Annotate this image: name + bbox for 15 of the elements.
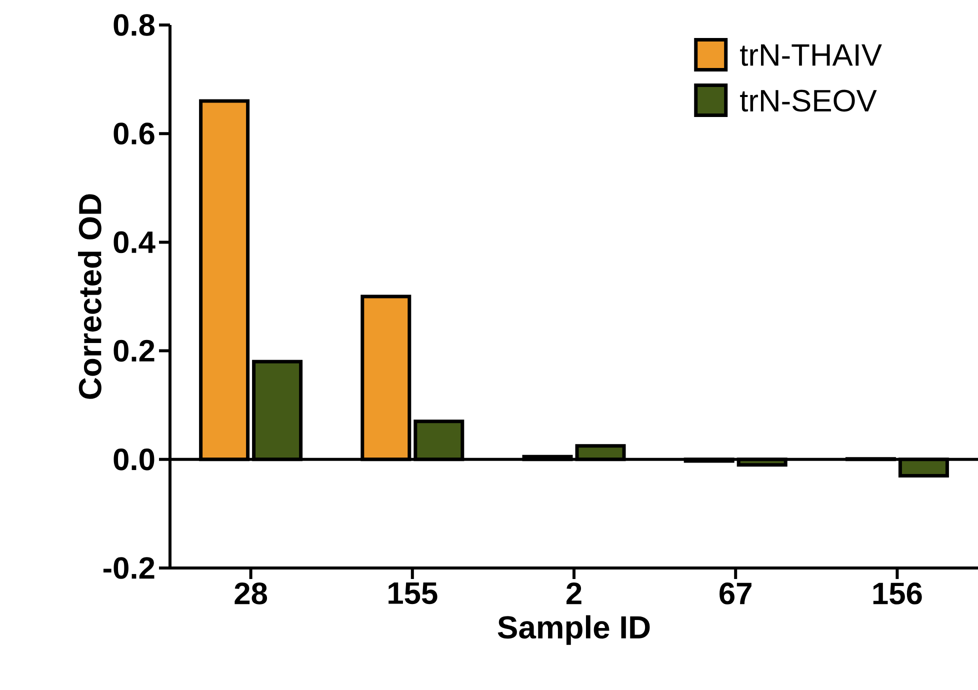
- legend-label: trN-SEOV: [740, 90, 877, 112]
- x-tick-label: 155: [388, 582, 438, 604]
- y-tick-label: 0.2: [114, 340, 154, 362]
- y-tick-label: 0.0: [114, 448, 154, 470]
- x-axis-title: Sample ID: [498, 615, 650, 645]
- y-axis-title: Corrected OD: [78, 194, 102, 399]
- x-tick-label: 2: [566, 582, 582, 604]
- x-tick-label: 28: [234, 582, 268, 604]
- y-tick-label: 0.4: [114, 231, 156, 254]
- x-tick-label: 156: [873, 582, 922, 604]
- y-tick-label: 0.8: [114, 14, 155, 36]
- y-tick-label: -0.2: [103, 557, 154, 579]
- y-tick-label: 0.6: [114, 122, 154, 145]
- x-tick-label: 67: [720, 582, 752, 604]
- legend-label: trN-THAIV: [740, 44, 882, 66]
